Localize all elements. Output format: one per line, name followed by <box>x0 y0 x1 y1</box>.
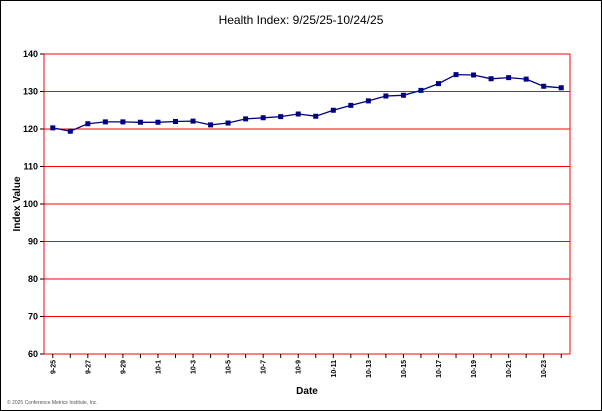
data-point <box>558 85 564 91</box>
x-tick-label: 10-9 <box>296 360 303 374</box>
y-tick-label-70: 70 <box>28 312 38 322</box>
data-point <box>313 113 319 119</box>
x-axis-title: Date <box>296 386 318 397</box>
data-point <box>173 119 178 124</box>
y-tick-label-140: 140 <box>23 49 38 59</box>
x-tick-label: 10-19 <box>471 360 478 378</box>
x-tick-label: 10-15 <box>401 360 408 378</box>
y-tick-label-100: 100 <box>23 199 38 209</box>
y-tick-label-80: 80 <box>28 274 38 284</box>
data-point <box>225 120 231 126</box>
x-tick-label: 10-1 <box>155 360 162 374</box>
series-group <box>50 72 564 134</box>
data-point <box>85 121 91 127</box>
data-point <box>208 122 214 128</box>
data-point <box>453 72 459 78</box>
chart-title: Health Index: 9/25/25-10/24/25 <box>219 13 384 27</box>
data-point <box>295 111 301 117</box>
data-point <box>260 115 266 121</box>
x-tick-label: 9-29 <box>120 360 127 374</box>
x-tick-label: 10-7 <box>261 360 268 374</box>
data-point <box>506 75 512 81</box>
x-tick-label: 10-13 <box>366 360 373 378</box>
y-tick-label-60: 60 <box>28 349 38 359</box>
data-point <box>400 92 406 98</box>
x-tick-label: 10-23 <box>541 360 548 378</box>
x-tick-label: 10-21 <box>506 360 513 378</box>
data-point <box>523 76 529 82</box>
data-point <box>541 83 547 89</box>
data-point <box>50 125 56 131</box>
data-point <box>120 119 126 125</box>
x-tick-label: 10-17 <box>436 360 443 378</box>
data-point <box>243 116 249 122</box>
x-tick-label: 10-11 <box>331 360 338 378</box>
series-line <box>52 73 562 132</box>
data-point <box>471 72 477 78</box>
data-point <box>67 128 73 134</box>
grid-lines <box>44 91 570 317</box>
data-point <box>102 119 108 125</box>
data-point <box>365 98 371 104</box>
y-axis-ticks: 60 70 80 90 100 110 120 130 140 <box>23 49 44 359</box>
data-point <box>348 102 354 108</box>
x-tick-label: 9-27 <box>85 360 92 374</box>
x-tick-label: 9-25 <box>50 360 57 374</box>
y-tick-label-90: 90 <box>28 237 38 247</box>
y-tick-label-120: 120 <box>23 124 38 134</box>
x-tick-label: 10-5 <box>226 360 233 374</box>
x-tick-label: 10-3 <box>191 360 198 374</box>
y-tick-label-110: 110 <box>23 162 38 172</box>
data-point <box>330 107 336 113</box>
y-tick-label-130: 130 <box>23 87 38 97</box>
data-point <box>278 114 284 120</box>
data-point <box>190 118 196 124</box>
data-point <box>137 119 143 125</box>
data-point <box>383 93 389 99</box>
x-axis-ticks: 9-25 9-27 9-29 10-1 10-3 10-5 10-7 10-9 10-11 10-… <box>50 354 562 378</box>
data-point <box>155 119 161 125</box>
data-point <box>488 76 494 82</box>
copyright-footer: © 2025 Conference Metrics Institute, Inc… <box>7 399 98 406</box>
data-point <box>418 87 424 93</box>
data-point <box>436 81 441 87</box>
y-axis-title: Index Value <box>12 176 23 231</box>
